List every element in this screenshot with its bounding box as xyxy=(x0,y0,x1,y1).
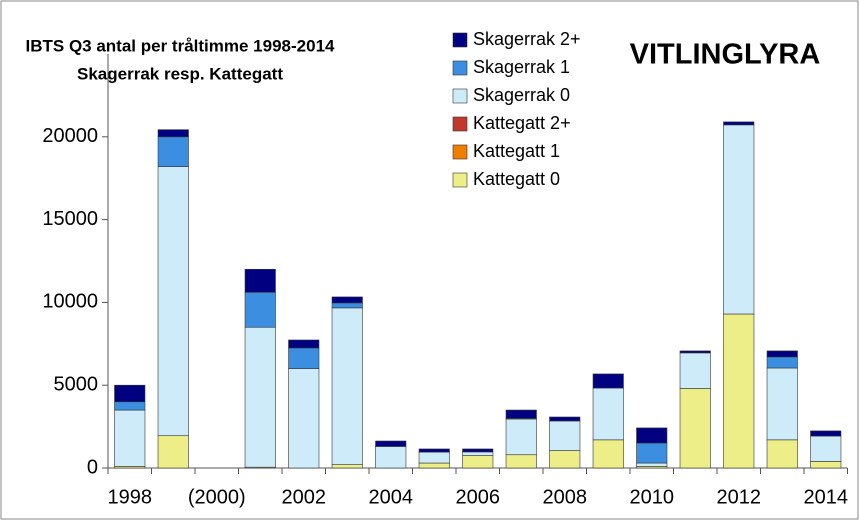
legend-label: Kattegatt 2+ xyxy=(473,113,571,133)
bar-segment xyxy=(157,435,189,469)
chart-subtitle: Skagerrak resp. Kattegatt xyxy=(77,64,283,83)
bar-segment xyxy=(766,356,798,369)
bar-segment xyxy=(592,387,624,441)
legend-swatch xyxy=(452,116,468,132)
bar-segment xyxy=(549,416,581,422)
bar-segment xyxy=(157,136,189,167)
bar-segment xyxy=(244,326,276,468)
bar-segment xyxy=(636,442,668,464)
bar-segment xyxy=(114,384,146,403)
legend-label: Skagerrak 1 xyxy=(473,57,570,77)
bar-segment xyxy=(375,440,407,447)
bar-segment xyxy=(114,401,146,411)
x-tick-label: 2004 xyxy=(369,486,414,508)
legend-swatch xyxy=(452,60,468,76)
legend-swatch xyxy=(452,144,468,160)
bar-segment xyxy=(505,418,537,456)
bar-segment xyxy=(723,313,755,469)
bar-segment xyxy=(505,409,537,419)
bar-segment xyxy=(592,439,624,469)
bar-segment xyxy=(157,166,189,437)
bar-segment xyxy=(288,368,320,469)
legend-label: Kattegatt 1 xyxy=(473,141,560,161)
legend-swatch xyxy=(452,32,468,48)
bar-segment xyxy=(331,302,363,309)
x-tick-label: 1998 xyxy=(108,486,153,508)
bar-segment xyxy=(418,451,450,464)
bar-segment xyxy=(810,435,842,462)
bar-segment xyxy=(462,448,494,453)
legend-swatch xyxy=(452,172,468,188)
y-tick-label: 20000 xyxy=(42,125,98,147)
bar-segment xyxy=(636,427,668,444)
bar-segment xyxy=(244,268,276,293)
bar-segment xyxy=(592,373,624,389)
bar-segment xyxy=(810,430,842,437)
bar-segment xyxy=(766,367,798,441)
bar-segment xyxy=(331,307,363,465)
x-tick-label: 2008 xyxy=(543,486,588,508)
bar-segment xyxy=(679,388,711,469)
bar-segment xyxy=(679,350,711,354)
x-tick-label: (2000) xyxy=(188,486,246,508)
y-tick-label: 0 xyxy=(87,456,98,478)
chart-title: IBTS Q3 antal per tråltimme 1998-2014 xyxy=(26,36,336,55)
x-tick-label: 2006 xyxy=(456,486,501,508)
bar-segment xyxy=(157,129,189,138)
bar-segment xyxy=(636,462,668,467)
bar-segment xyxy=(766,439,798,469)
x-tick-label: 2010 xyxy=(630,486,675,508)
bar-segment xyxy=(375,446,407,469)
bar-segment xyxy=(418,448,450,453)
bar-segment xyxy=(288,347,320,369)
bar-segment xyxy=(288,339,320,349)
bar-segment xyxy=(331,296,363,304)
bar-segment xyxy=(462,455,494,469)
x-tick-label: 2002 xyxy=(282,486,327,508)
x-tick-label: 2014 xyxy=(804,486,849,508)
bar-segment xyxy=(505,454,537,469)
y-tick-label: 15000 xyxy=(42,208,98,230)
bar-segment xyxy=(418,462,450,469)
annotation: VITLINGLYRA xyxy=(630,39,821,71)
legend-label: Kattegatt 0 xyxy=(473,169,560,189)
x-tick-label: 2012 xyxy=(717,486,762,508)
legend-label: Skagerrak 0 xyxy=(473,85,570,105)
bar-segment xyxy=(723,124,755,315)
bar-segment xyxy=(679,352,711,389)
bar-segment xyxy=(549,420,581,451)
legend-label: Skagerrak 2+ xyxy=(473,29,581,49)
bar-segment xyxy=(810,461,842,469)
bar-segment xyxy=(766,350,798,358)
y-tick-label: 5000 xyxy=(54,373,99,395)
y-tick-label: 10000 xyxy=(42,291,98,313)
bar-segment xyxy=(462,451,494,456)
bar-segment xyxy=(244,291,276,328)
legend-swatch xyxy=(452,88,468,104)
bar-segment xyxy=(549,450,581,469)
bar-segment xyxy=(723,121,755,126)
bar-segment xyxy=(331,464,363,469)
bar-segment xyxy=(114,409,146,467)
